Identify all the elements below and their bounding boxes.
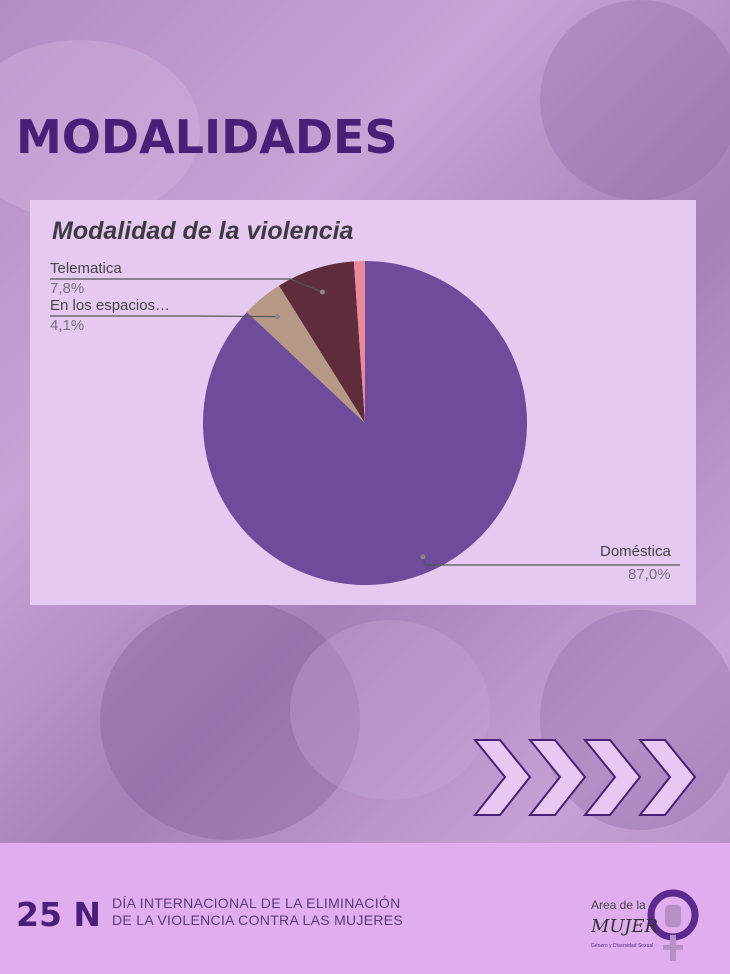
svg-text:Area de la: Area de la — [591, 898, 646, 912]
leader-line-1 — [50, 315, 278, 318]
pie-slice-2 — [279, 261, 365, 423]
value-domestica: 87,0% — [628, 566, 671, 583]
leader-dot-0 — [420, 554, 426, 560]
footer: 25 N DÍA INTERNACIONAL DE LA ELIMINACIÓN… — [0, 843, 730, 974]
chevrons-decoration — [472, 739, 697, 816]
label-domestica: Doméstica — [600, 543, 671, 560]
leader-dot-1 — [275, 314, 281, 320]
footer-line-2: DE LA VIOLENCIA CONTRA LAS MUJERES — [112, 912, 404, 928]
pie-slice-1 — [246, 285, 365, 423]
label-espacios: En los espacios… — [50, 297, 171, 314]
pie-slice-3 — [353, 261, 365, 423]
leader-line-0 — [422, 556, 680, 566]
page-title: MODALIDADES — [16, 110, 398, 164]
leader-line-2 — [50, 278, 323, 293]
value-espacios: 4,1% — [50, 317, 85, 334]
date-badge: 25 N — [16, 895, 102, 934]
svg-text:Género y Diversidad Sexual: Género y Diversidad Sexual — [591, 943, 653, 949]
label-telematica: Telematica — [50, 260, 122, 277]
venus-fist-icon: Area de la MUJER Género y Diversidad Sex… — [590, 889, 699, 961]
footer-text: DÍA INTERNACIONAL DE LA ELIMINACIÓN DE L… — [112, 895, 403, 929]
footer-line-1: DÍA INTERNACIONAL DE LA ELIMINACIÓN — [112, 895, 401, 911]
pie-chart: Modalidad de la violencia Telematica 7,8… — [30, 200, 696, 605]
pie-svg — [50, 261, 680, 585]
area-de-la-mujer-logo: Area de la MUJER Género y Diversidad Sex… — [585, 887, 705, 961]
chart-title: Modalidad de la violencia — [52, 217, 354, 245]
leader-dot-2 — [319, 289, 325, 295]
value-telematica: 7,8% — [50, 280, 85, 297]
svg-text:MUJER: MUJER — [590, 916, 658, 937]
